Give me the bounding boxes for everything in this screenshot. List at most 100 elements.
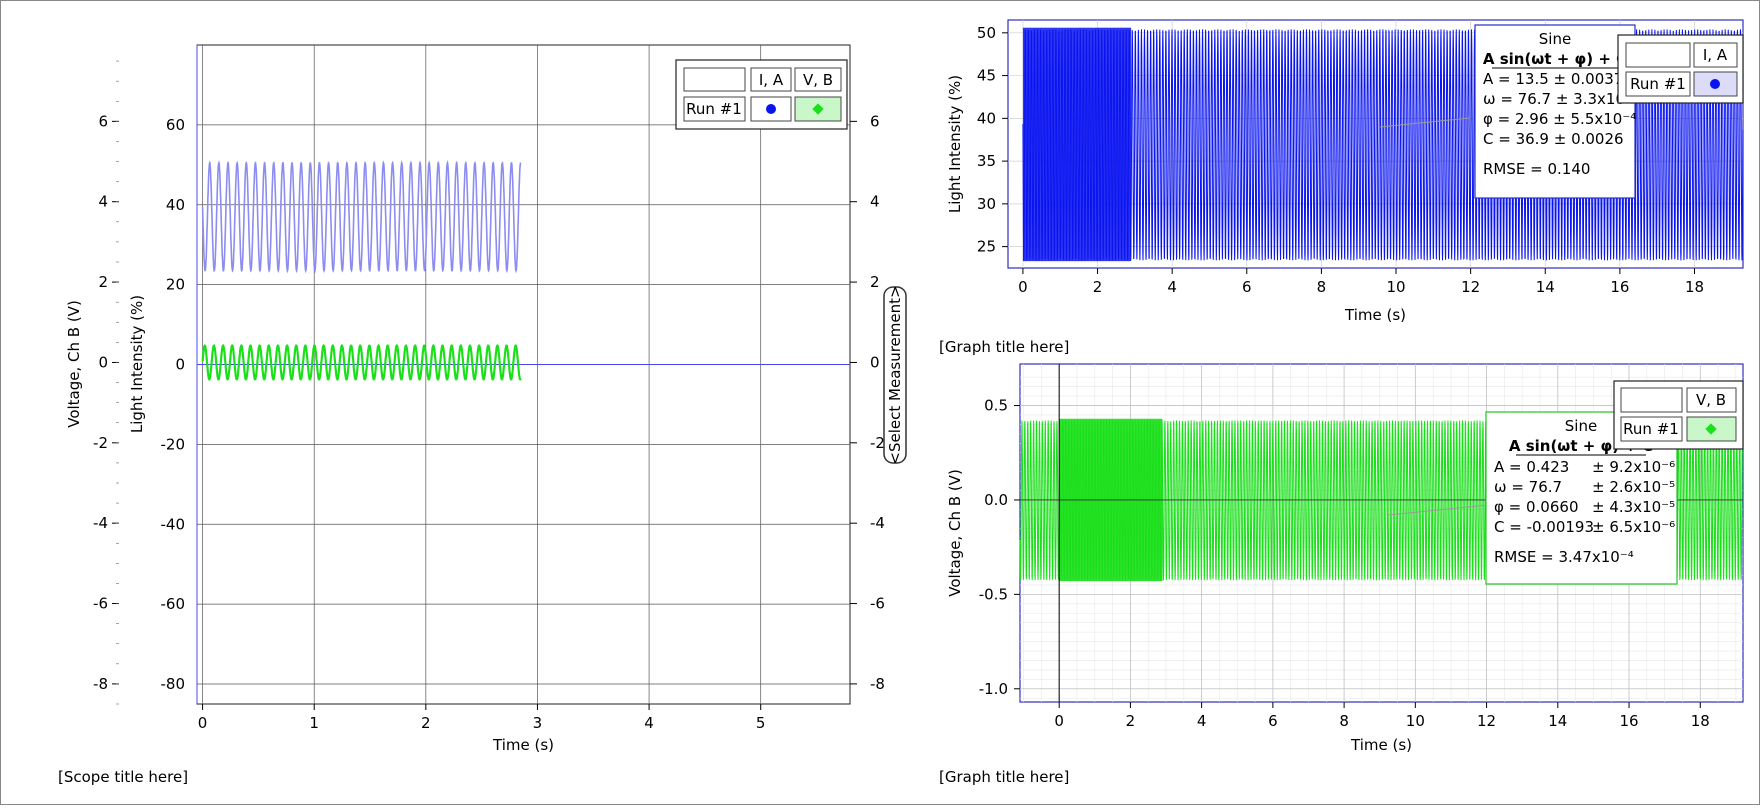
graph2-fit-param-error: ± 9.2x10⁻⁶ [1592, 458, 1675, 476]
graph2-plot[interactable]: 0 2 4 6 8 10 12 14 16 18 0.5 0.0 -0.5 -1.0 Voltage, Ch… [946, 363, 1744, 754]
graph1-legend-col-cell [1693, 42, 1738, 68]
graph2-fit-param-error: ± 2.6x10⁻⁵ [1592, 478, 1675, 496]
graph2-x-tick-label: 0 [1054, 712, 1064, 730]
graph1-y-tick-label: 25 [977, 238, 996, 256]
graph2-fit-name: Sine [1565, 417, 1597, 435]
graph1-y-tick-label: 40 [977, 109, 996, 127]
graph2-x-tick-label: 12 [1477, 712, 1496, 730]
graph1-legend-run-label: Run #1 [1630, 75, 1686, 93]
graph1-legend-col: I, A [1703, 46, 1728, 64]
scope-x-tick-label: 1 [309, 714, 319, 732]
scope-legend[interactable]: I, A V, B Run #1 [675, 59, 848, 130]
graph1-fit-box[interactable]: Sine A sin(ωt + φ) + C A = 13.5 ± 0.0037 ω … [1379, 24, 1639, 199]
scope-legend-run-label: Run #1 [686, 100, 742, 118]
graph2-y-tick-label: 0.0 [984, 491, 1008, 509]
graph1-y-tick-label: 45 [977, 67, 996, 85]
scope-x-tick-label: 4 [644, 714, 654, 732]
scope-frame [196, 44, 851, 705]
graph-title-bottom[interactable]: [Graph title here] [939, 768, 1070, 786]
graph1-x-tick-label: 4 [1167, 278, 1177, 296]
graph2-fit-param-error: ± 6.5x10⁻⁶ [1592, 518, 1675, 536]
scope-left-axis-label: Voltage, Ch B (V) [65, 300, 83, 428]
graph1-fit-param: C = 36.9 ± 0.0026 [1483, 130, 1624, 148]
graph2-x-tick-label: 4 [1197, 712, 1207, 730]
scope-right-tick-label: 0 [870, 353, 880, 371]
graph1-y-tick-label: 30 [977, 195, 996, 213]
scope-legend-col-b-cell [794, 67, 842, 92]
select-measurement-label[interactable]: <Select Measurement> [886, 285, 904, 464]
scope-inner-tick-label: -60 [161, 595, 186, 613]
scope-inner-tick-label: 60 [166, 116, 185, 134]
graph1-legend-blank-cell [1625, 42, 1691, 68]
graph2-legend[interactable]: V, B Run #1 [1613, 380, 1744, 450]
graph2-y-axis-label: Voltage, Ch B (V) [946, 469, 964, 597]
graph2-x-tick-label: 8 [1339, 712, 1349, 730]
scope-left-tick-label: -8 [93, 675, 108, 693]
graph1-fit-param: φ = 2.96 ± 5.5x10⁻⁴ [1483, 110, 1636, 128]
scope-title[interactable]: [Scope title here] [58, 768, 189, 786]
graph1-plot[interactable]: 0 2 4 6 8 10 12 14 16 18 25 30 35 40 45 50 Light Intensi… [946, 19, 1744, 324]
graph1-fit-name: Sine [1539, 30, 1571, 48]
scope-right-tick-label: -6 [870, 595, 885, 613]
scope-inner-tick-label: -20 [161, 435, 186, 453]
graph1-x-tick-label: 6 [1242, 278, 1252, 296]
scope-legend-col-a: I, A [759, 71, 784, 89]
scope-series-voltage [201, 344, 522, 381]
graph2-fit-param-name: ω = 76.7 [1494, 478, 1562, 496]
graph2-fit-param-name: A = 0.423 [1494, 458, 1569, 476]
graph2-x-tick-label: 2 [1126, 712, 1136, 730]
scope-inner-tick-label: -80 [161, 675, 186, 693]
graph1-dense-region [1022, 27, 1132, 262]
graph-title-top[interactable]: [Graph title here] [939, 338, 1070, 356]
graph2-x-tick-label: 18 [1691, 712, 1710, 730]
graph2-x-tick-label: 6 [1268, 712, 1278, 730]
graph1-fit-rmse: RMSE = 0.140 [1483, 160, 1590, 178]
graph1-legend-run-cell [1625, 71, 1691, 97]
scope-left-tick-label: 0 [98, 353, 108, 371]
scope-inner-tick-label: 0 [175, 356, 185, 374]
graph1-x-tick-label: 2 [1093, 278, 1103, 296]
graph2-legend-col-cell [1686, 387, 1737, 413]
graph2-legend-col: V, B [1696, 391, 1726, 409]
graph1-x-tick-label: 18 [1685, 278, 1704, 296]
scope-left-tick-label: -6 [93, 595, 108, 613]
graph2-x-tick-label: 16 [1619, 712, 1638, 730]
graph1-y-tick-label: 50 [977, 24, 996, 42]
graph1-y-axis-label: Light Intensity (%) [946, 75, 964, 213]
select-measurement-frame[interactable] [883, 286, 907, 464]
scope-right-tick-label: -4 [870, 514, 885, 532]
scope-right-tick-label: -2 [870, 434, 885, 452]
graph2-y-tick-label: -1.0 [979, 680, 1008, 698]
graph2-fit-param-error: ± 4.3x10⁻⁵ [1592, 498, 1675, 516]
graph2-x-axis-label: Time (s) [1350, 736, 1412, 754]
scope-left-tick-label: -2 [93, 434, 108, 452]
scope-legend-blue-dot-icon [766, 104, 776, 114]
graph1-x-tick-label: 16 [1610, 278, 1629, 296]
scope-inner-axis-label: Light Intensity (%) [128, 295, 146, 433]
graph2-legend-run-cell [1620, 416, 1683, 442]
graph2-legend-blank-cell [1620, 387, 1683, 413]
select-measurement-button[interactable]: <Select Measurement> [883, 285, 907, 465]
scope-inner-tick-label: -40 [161, 515, 186, 533]
graph1-legend[interactable]: I, A Run #1 [1617, 34, 1744, 104]
scope-legend-run-cell [683, 96, 746, 122]
scope-left-tick-label: 6 [98, 112, 108, 130]
graph2-y-tick-label: -0.5 [979, 585, 1008, 603]
graph2-legend-green-diamond-icon [1705, 423, 1717, 435]
graph1-legend-blue-dot-icon [1710, 79, 1720, 89]
scope-right-tick-label: 6 [870, 112, 880, 130]
graph1-x-tick-label: 10 [1386, 278, 1405, 296]
scope-series-light-intensity [201, 160, 522, 274]
scope-inner-tick-label: 40 [166, 196, 185, 214]
scope-inner-tick-label: 20 [166, 276, 185, 294]
graph1-x-tick-label: 8 [1317, 278, 1327, 296]
graph1-x-tick-label: 0 [1018, 278, 1028, 296]
graph1-fit-leader [1379, 117, 1471, 128]
graph1-x-tick-label: 14 [1536, 278, 1555, 296]
scope-x-tick-label: 3 [533, 714, 543, 732]
scope-legend-a-swatch-cell[interactable] [750, 96, 792, 122]
graph1-x-tick-label: 12 [1461, 278, 1480, 296]
scope-plot[interactable]: 0 1 2 3 4 56040200-20-40-60-806420-2-4-6-8642… [65, 44, 907, 754]
